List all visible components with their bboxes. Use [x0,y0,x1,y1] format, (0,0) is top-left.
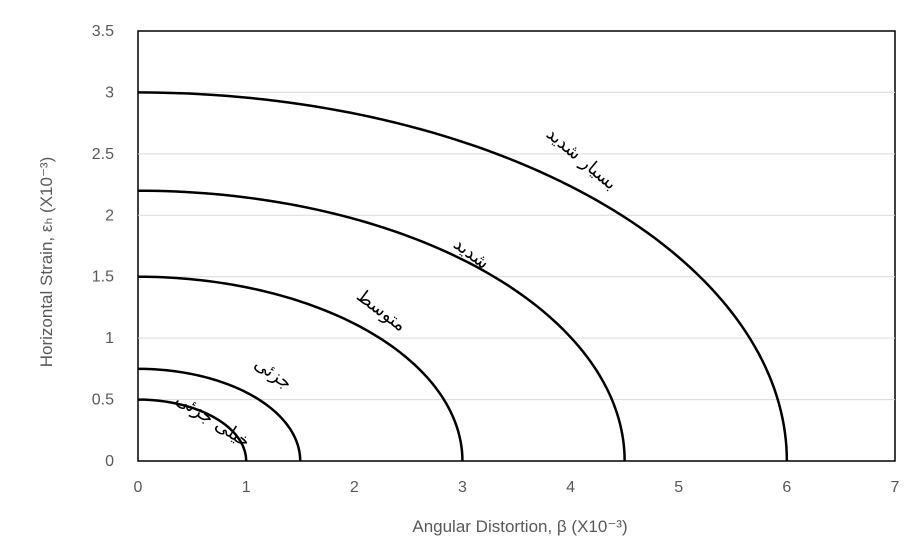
series-label: شدید [449,233,493,273]
x-tick-label: 0 [134,479,143,496]
y-tick-label: 1.5 [92,269,114,286]
series-label: بسیار شدید [542,123,621,194]
series-label: خیلی جزئی [172,389,254,453]
series-label: جزئی [250,353,296,394]
series-line [137,189,626,462]
series-line [137,398,248,462]
x-tick-label: 7 [891,479,900,496]
x-axis-title: Angular Distortion, β (X10⁻³) [412,517,627,536]
series-line [137,91,789,462]
x-tick-label: 4 [566,479,575,496]
y-tick-label: 2.5 [92,146,114,163]
y-tick-label: 0.5 [92,392,114,409]
y-tick-label: 3.5 [92,23,114,40]
y-axis-title: Horizontal Strain, εₕ (X10⁻³) [37,157,56,368]
x-tick-label: 2 [350,479,359,496]
series-line [137,367,302,462]
grid [138,91,895,401]
x-tick-label: 5 [674,479,683,496]
x-tick-label: 3 [458,479,467,496]
y-tick-label: 0 [105,453,114,470]
x-tick-label: 1 [242,479,251,496]
y-tick-label: 1 [105,330,114,347]
x-tick-label: 6 [782,479,791,496]
y-tick-label: 2 [105,207,114,224]
plot-border [137,30,896,462]
tick-labels: 0 0.5 1 1.5 2 2.5 3 3.5 0 1 2 3 4 5 6 7 [92,23,900,496]
curves [137,91,789,462]
y-tick-label: 3 [105,84,114,101]
series-line [137,275,464,462]
